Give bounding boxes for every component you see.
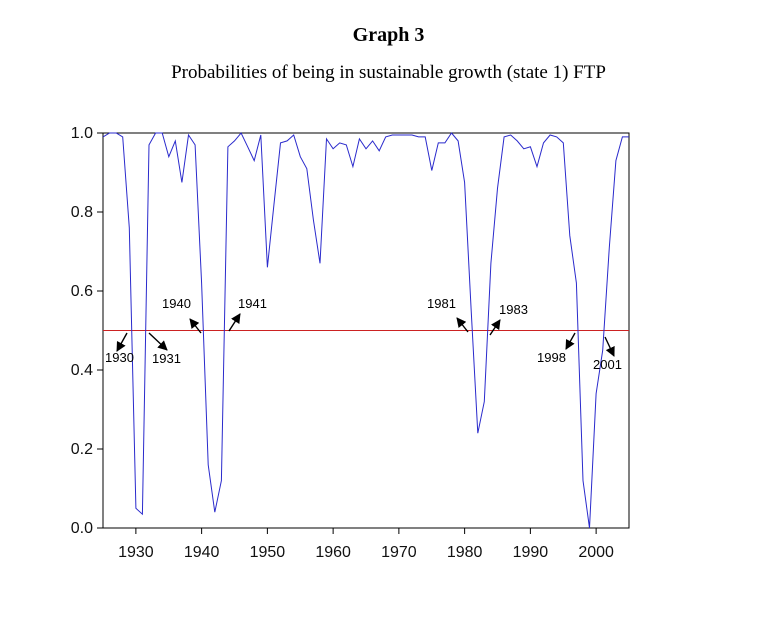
annotation-label-1998: 1998 — [537, 350, 566, 365]
x-tick-label: 1940 — [184, 544, 220, 561]
annotation-label-1983: 1983 — [499, 302, 528, 317]
chart-subtitle: Probabilities of being in sustainable gr… — [171, 62, 606, 83]
annotation-label-1941: 1941 — [238, 296, 267, 311]
annotation-label-2001: 2001 — [593, 357, 622, 372]
y-tick-label: 0.8 — [71, 204, 93, 221]
x-tick-label: 1970 — [381, 544, 417, 561]
annotation-arrow — [489, 319, 501, 336]
x-tick-label: 1950 — [250, 544, 286, 561]
x-tick-label: 1930 — [118, 544, 154, 561]
annotation-label-1931: 1931 — [152, 351, 181, 366]
x-tick-label: 1980 — [447, 544, 483, 561]
annotation-arrow — [116, 332, 128, 352]
y-tick-label: 0.4 — [71, 362, 93, 379]
annotation-label-1981: 1981 — [427, 296, 456, 311]
chart-title: Graph 3 — [352, 24, 425, 46]
y-tick-label: 1.0 — [71, 125, 93, 142]
annotation-arrow — [604, 336, 615, 357]
annotation-label-1930: 1930 — [105, 350, 134, 365]
annotation-arrow — [456, 317, 469, 333]
x-tick-label: 1960 — [315, 544, 351, 561]
annotation-arrow — [228, 313, 241, 332]
annotation-arrow — [189, 318, 202, 334]
annotation-arrow — [565, 332, 576, 350]
y-tick-label: 0.0 — [71, 520, 93, 537]
y-tick-label: 0.6 — [71, 283, 93, 300]
y-tick-label: 0.2 — [71, 441, 93, 458]
series-line — [102, 132, 629, 529]
x-tick-label: 1990 — [513, 544, 549, 561]
annotation-arrow — [148, 332, 168, 351]
annotation-label-1940: 1940 — [162, 296, 191, 311]
x-tick-label: 2000 — [578, 544, 614, 561]
